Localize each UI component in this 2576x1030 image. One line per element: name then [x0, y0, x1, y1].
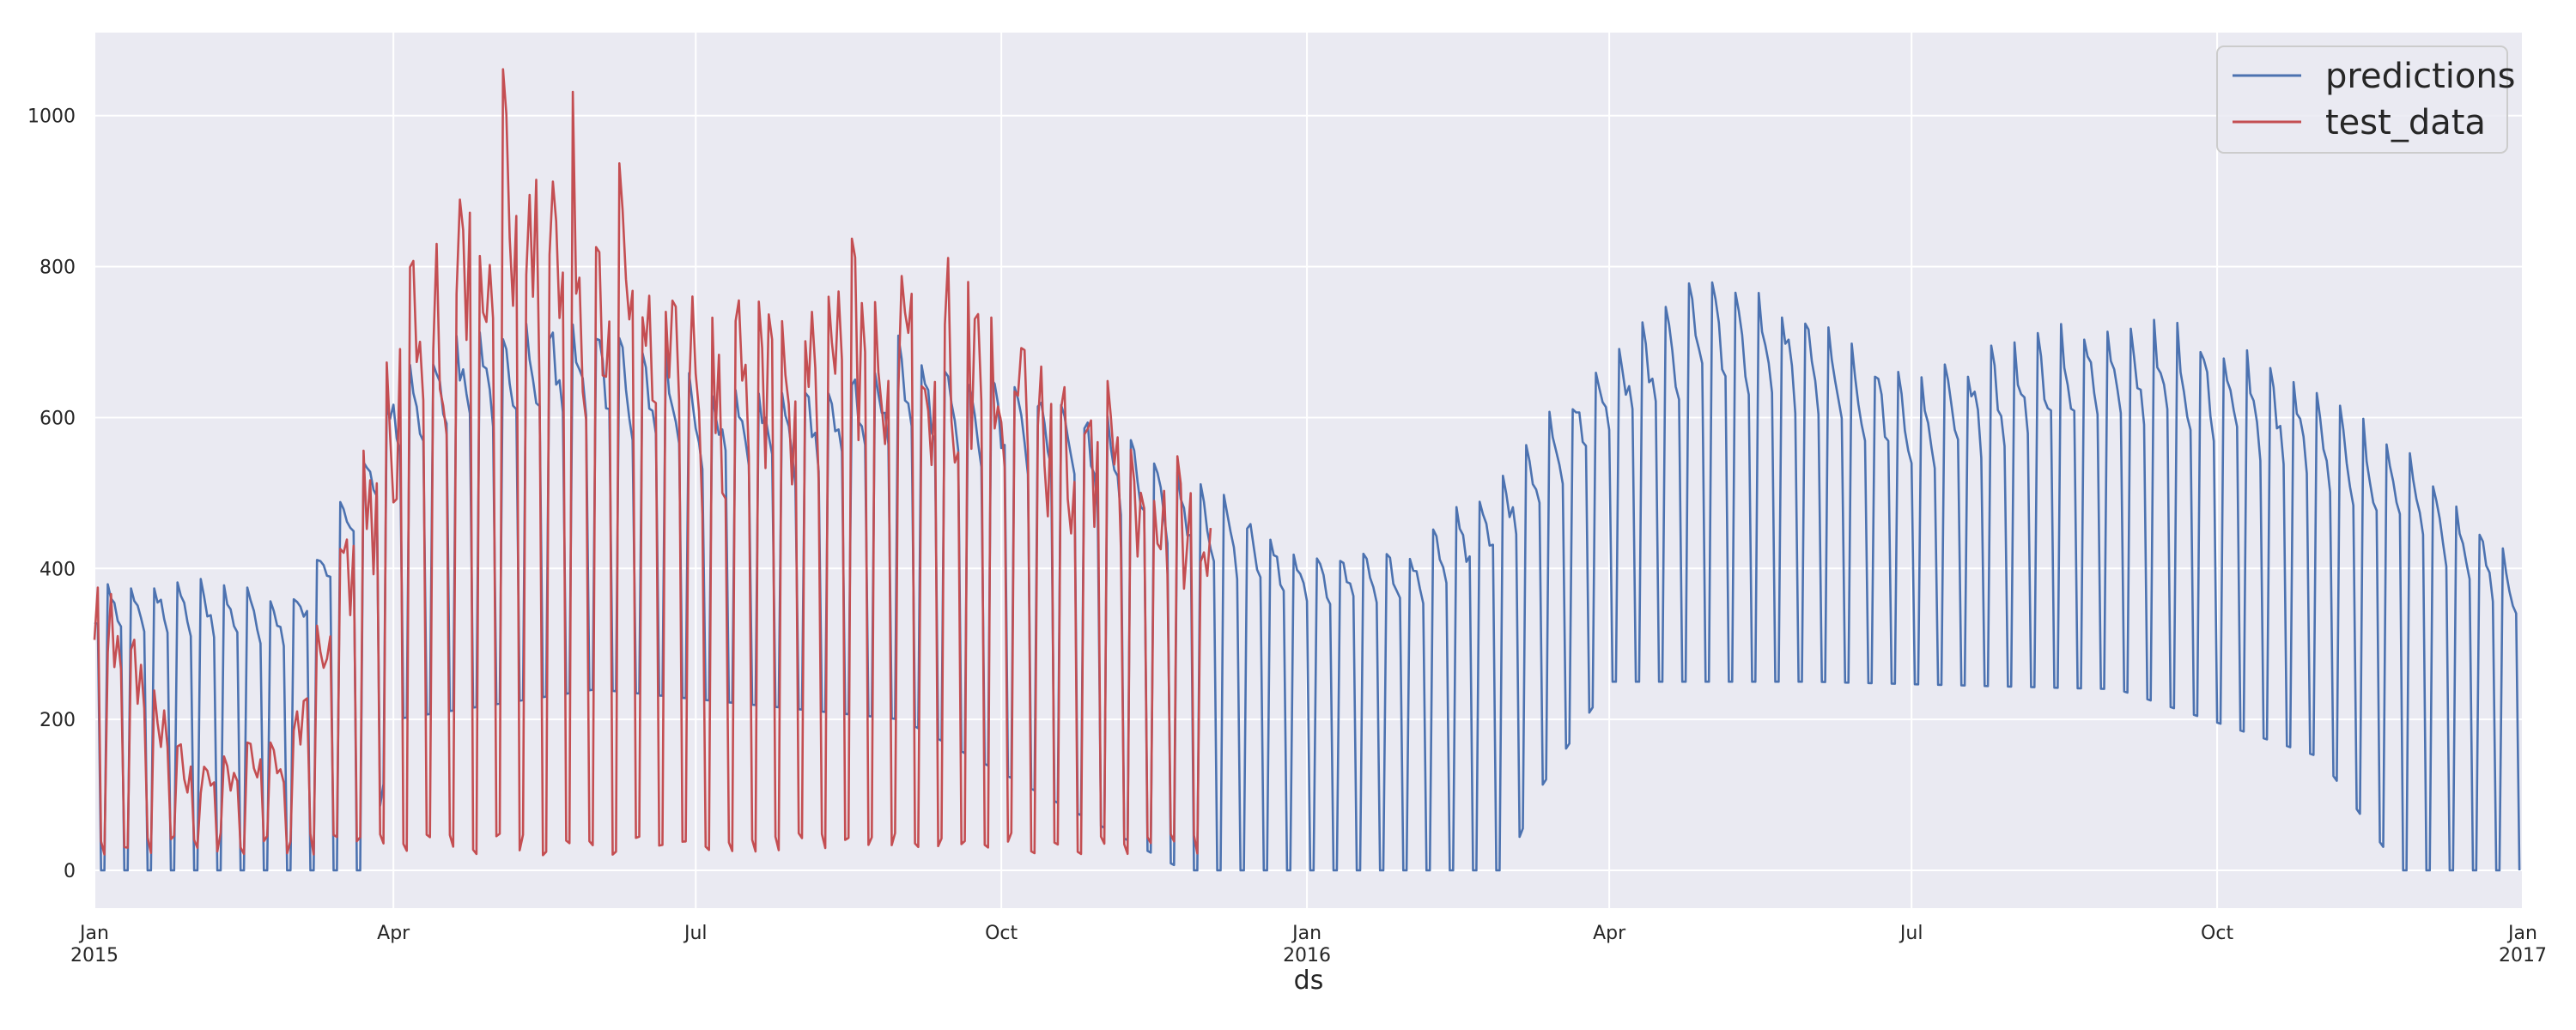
- y-tick-label: 400: [39, 559, 76, 580]
- x-tick-sublabel: 2015: [70, 945, 118, 966]
- legend: predictions test_data: [2216, 45, 2516, 154]
- x-tick-label: Apr: [1593, 923, 1626, 944]
- series-lines: [93, 68, 2521, 872]
- series-line-test-data: [93, 68, 1212, 857]
- x-tick-label: Jan: [2506, 923, 2537, 944]
- y-tick-label: 1000: [27, 106, 76, 128]
- y-tick-label: 800: [39, 258, 76, 279]
- x-tick-label: Jan: [1291, 923, 1321, 944]
- legend-label-test-data: test_data: [2325, 103, 2486, 142]
- y-tick-label: 0: [64, 861, 76, 882]
- x-tick-sublabel: 2017: [2499, 945, 2547, 966]
- legend-label-predictions: predictions: [2325, 57, 2516, 96]
- x-tick-label: Jan: [78, 923, 109, 944]
- x-axis-label: ds: [1294, 966, 1324, 996]
- y-tick-label: 600: [39, 408, 76, 429]
- x-tick-sublabel: 2016: [1283, 945, 1331, 966]
- x-tick-label: Jul: [683, 923, 708, 944]
- x-tick-label: Apr: [377, 923, 410, 944]
- legend-box: [2216, 45, 2508, 154]
- x-tick-label: Jul: [1899, 923, 1923, 944]
- x-tick-label: Oct: [985, 923, 1018, 944]
- y-axis-tick-labels: 0 200 400 600 800 1000: [27, 106, 76, 882]
- y-tick-label: 200: [39, 710, 76, 731]
- series-line-predictions: [94, 281, 2521, 872]
- x-tick-label: Oct: [2201, 923, 2233, 944]
